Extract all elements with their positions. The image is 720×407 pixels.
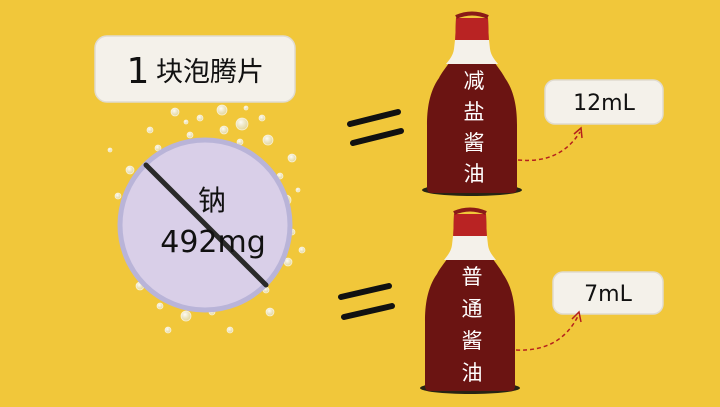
bubble <box>196 114 204 122</box>
tablet-label-box <box>94 35 296 103</box>
equals-sign-bottom <box>338 283 395 320</box>
equals-sign-top <box>347 109 404 146</box>
bottle-label-char: 通 <box>462 297 483 321</box>
soy-sauce-bottle-low-salt: 减 盐 酱 油 <box>422 11 522 196</box>
bubble <box>226 326 234 334</box>
tablet-label-text: 块泡腾片 <box>156 57 264 88</box>
bubble <box>243 105 249 111</box>
callout-arrow <box>517 131 581 162</box>
bottle-collar <box>444 236 496 260</box>
bubble <box>107 147 113 153</box>
bottle-cap-rim <box>455 11 489 19</box>
tablet-label: 1 块泡腾片 <box>94 35 296 103</box>
bottle-cap-rim <box>453 207 487 215</box>
effervescent-tablet: 钠 492mg <box>117 137 293 313</box>
bottle-body <box>427 18 517 193</box>
bubble <box>183 119 189 125</box>
volume-callout-bottom: 7mL <box>515 271 664 351</box>
bottle-label-char: 酱 <box>464 131 485 155</box>
tablet-element: 钠 <box>198 184 226 217</box>
volume-callout-top: 12mL <box>517 79 664 162</box>
bubble <box>125 165 135 175</box>
bubble <box>298 246 306 254</box>
bottle-collar <box>446 40 498 64</box>
callout-arrow <box>515 315 579 351</box>
bottle-body <box>425 214 515 391</box>
bubble <box>180 310 192 322</box>
volume-label-box <box>552 271 664 315</box>
volume-label-box <box>544 79 664 125</box>
bubble <box>287 153 297 163</box>
bubble <box>216 104 228 116</box>
bubble <box>156 302 164 310</box>
bubble <box>295 187 301 193</box>
bubble <box>265 307 275 317</box>
bottle-label-char: 油 <box>464 162 485 186</box>
tablet-score-line <box>143 162 269 288</box>
bubble <box>262 134 274 146</box>
bottle-label-char: 酱 <box>462 329 483 353</box>
bubble <box>235 117 249 131</box>
bubble <box>219 125 229 135</box>
volume-label: 7mL <box>584 282 632 307</box>
bubble <box>164 326 172 334</box>
bottle-cap <box>455 18 489 46</box>
volume-label: 12mL <box>573 91 635 116</box>
arrow-head-icon <box>571 310 582 323</box>
bottle-label-char: 减 <box>464 69 485 93</box>
bubble <box>186 131 194 139</box>
arrow-head-icon <box>573 126 583 139</box>
bubble <box>258 114 266 122</box>
tablet-amount: 492mg <box>160 225 266 260</box>
soy-sauce-bottle-regular: 普 通 酱 油 <box>420 207 520 394</box>
bottle-label-char: 盐 <box>464 100 485 124</box>
bubble <box>114 192 122 200</box>
tablet-count: 1 <box>127 51 150 92</box>
bottle-label-char: 油 <box>462 361 483 385</box>
bubble <box>146 126 154 134</box>
bottle-label-char: 普 <box>462 265 483 289</box>
bubble <box>170 107 180 117</box>
bubble <box>154 144 162 152</box>
bottle-cap <box>453 214 487 242</box>
